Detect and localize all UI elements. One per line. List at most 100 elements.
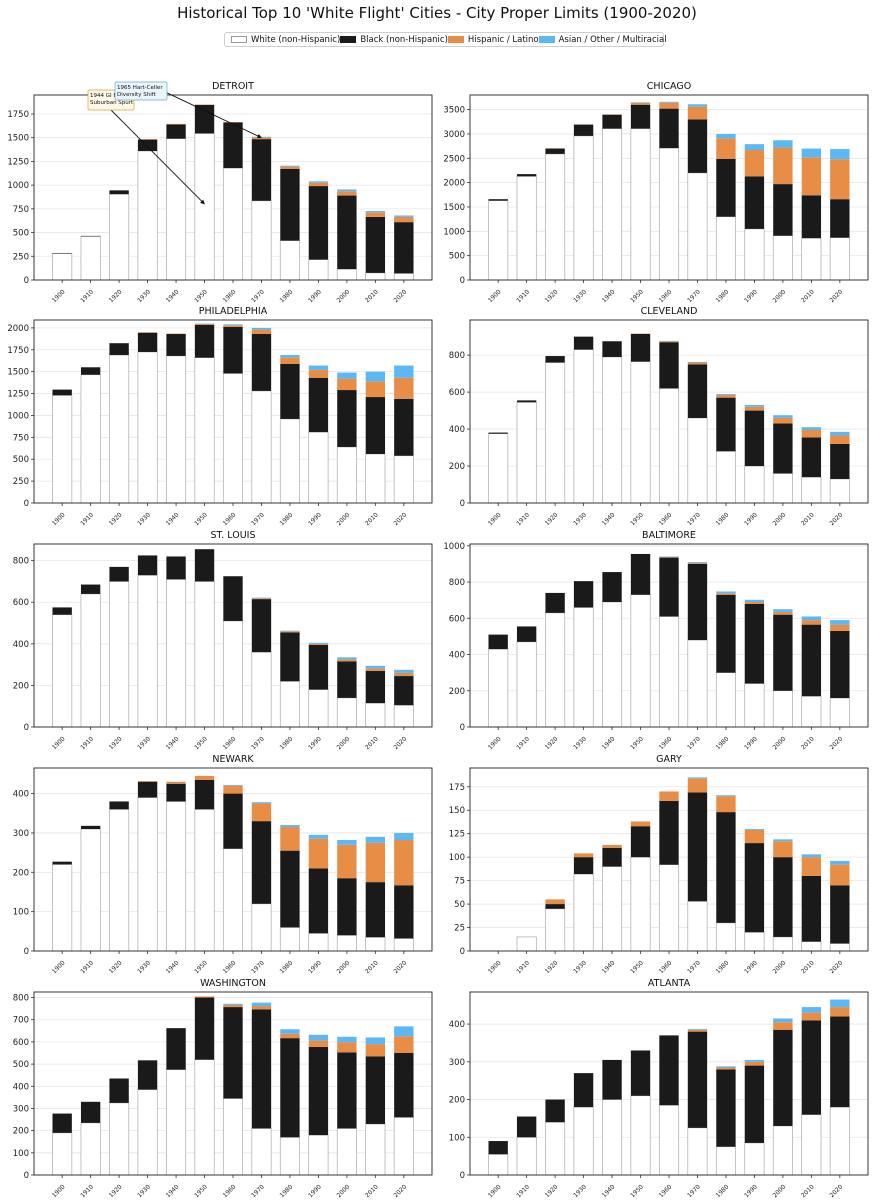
bar-segment-white [137, 574, 158, 728]
bar-segment-hispanic [830, 159, 850, 200]
bar-segment-black [337, 390, 357, 447]
bar-segment-hispanic [659, 341, 679, 343]
chart-panel-st-louis: ST. LOUIS 0 200 400 600 800 1900 1910 1920 1930 19… [13, 530, 433, 751]
x-tick-label: 1960 [222, 511, 238, 527]
y-tick-label: 300 [13, 1104, 29, 1114]
bar-segment-black [773, 184, 793, 236]
bar-segment-hispanic [394, 216, 414, 223]
bar-segment-black [716, 397, 736, 452]
bar-segment-hispanic [280, 357, 300, 364]
x-tick-label: 1960 [658, 735, 674, 751]
bar-segment-hispanic [365, 212, 386, 217]
bar-segment-hispanic [687, 106, 708, 120]
bar-segment-white [488, 433, 509, 504]
x-tick-label: 1910 [79, 511, 95, 527]
bar-segment-black [716, 1069, 736, 1147]
legend-swatch [340, 36, 357, 43]
y-tick-label: 0 [460, 723, 465, 733]
y-tick-label: 150 [449, 806, 465, 816]
bar-segment-black [365, 397, 386, 454]
bar-segment-hispanic [602, 844, 622, 848]
x-tick-label: 1920 [544, 511, 560, 527]
bar-segment-white [744, 228, 765, 281]
x-tick-label: 1930 [572, 735, 588, 751]
x-tick-label: 1980 [715, 288, 731, 304]
bar-segment-asian [223, 784, 243, 786]
bar-segment-white [801, 476, 822, 504]
bar-segment-black [52, 1113, 72, 1133]
y-tick-label: 1250 [7, 157, 29, 167]
y-tick-label: 600 [449, 614, 465, 624]
bar-segment-asian [308, 834, 329, 839]
chart-title: ST. LOUIS [211, 530, 256, 541]
bar-segment-white [715, 672, 736, 728]
plot-frame [33, 543, 433, 728]
x-tick-label: 1970 [686, 1183, 702, 1199]
x-tick-label: 1910 [515, 1183, 531, 1199]
bar-segment-white [222, 848, 244, 952]
bar-segment-asian [308, 181, 329, 183]
y-tick-label: 0 [24, 723, 29, 733]
bar-segment-black [251, 1009, 272, 1129]
bar-segment-hispanic [801, 429, 822, 438]
bar-segment-black [773, 1029, 793, 1126]
y-tick-label: 100 [449, 853, 465, 863]
bar-segment-asian [223, 324, 243, 326]
bar-segment-black [744, 843, 765, 933]
chart-panel-baltimore: BALTIMORE 0 200 400 600 800 1000 1900 1910 1920 19… [443, 530, 869, 751]
bar-segment-black [773, 423, 793, 474]
chart-panel-chicago: CHICAGO 0 500 1000 1500 2000 2500 3000 3500 1900 1… [443, 81, 869, 304]
x-tick-label: 2010 [800, 1183, 816, 1199]
y-tick-label: 400 [449, 1020, 465, 1030]
y-tick-label: 50 [454, 900, 465, 910]
bar-segment-black [223, 576, 243, 621]
bar-segment-black [516, 1116, 537, 1138]
y-tick-label: 0 [460, 947, 465, 957]
bar-segment-hispanic [744, 150, 765, 177]
bar-segment-asian [308, 642, 329, 644]
bar-segment-asian [280, 1029, 300, 1034]
x-tick-label: 2020 [392, 1183, 408, 1199]
chart-title: GARY [656, 754, 682, 765]
chart-panel-philadelphia: PHILADELPHIA 0 250 500 750 1000 1250 1500 1750 20… [7, 306, 433, 527]
bar-segment-asian [365, 211, 386, 213]
y-tick-label: 200 [449, 687, 465, 697]
bar-segment-black [630, 1050, 651, 1096]
bar-segment-black [716, 594, 736, 673]
y-tick-label: 175 [449, 783, 465, 793]
bar-segment-asian [251, 597, 272, 599]
bar-segment-white [744, 1142, 765, 1176]
bar-segment-white [687, 900, 708, 952]
bar-segment-hispanic [337, 844, 357, 879]
bar-segment-black [573, 336, 594, 350]
x-tick-label: 2020 [828, 735, 844, 751]
x-tick-label: 1990 [743, 288, 759, 304]
bar-segment-hispanic [251, 598, 272, 600]
x-tick-label: 1900 [487, 511, 503, 527]
bar-segment-hispanic [337, 378, 357, 391]
bar-segment-white [393, 1116, 414, 1176]
x-tick-label: 1910 [515, 959, 531, 975]
bar-segment-black [545, 1099, 565, 1123]
plot-frame [469, 991, 869, 1176]
bar-segment-black [194, 549, 215, 582]
bar-segment-white [393, 273, 414, 281]
x-tick-label: 1980 [715, 1183, 731, 1199]
x-tick-label: 1940 [165, 288, 181, 304]
bar-segment-black [516, 174, 537, 177]
x-tick-label: 1910 [79, 1183, 95, 1199]
bar-segment-black [166, 1028, 186, 1070]
legend-swatch [447, 36, 464, 43]
y-tick-label: 100 [13, 1149, 29, 1159]
bar-segment-white [109, 808, 130, 952]
bar-segment-asian [365, 665, 386, 669]
legend-item: White (non-Hispanic) [231, 35, 340, 45]
bar-segment-black [194, 997, 215, 1060]
bar-segment-white [251, 1128, 272, 1176]
chart-panel-cleveland: CLEVELAND 0 200 400 600 800 1900 1910 1920 1930 19… [449, 306, 869, 527]
bar-segment-white [573, 349, 594, 504]
x-tick-label: 1930 [136, 1183, 152, 1199]
bar-segment-white [829, 1106, 850, 1176]
x-tick-label: 1960 [222, 959, 238, 975]
bar-segment-asian [223, 1003, 243, 1005]
